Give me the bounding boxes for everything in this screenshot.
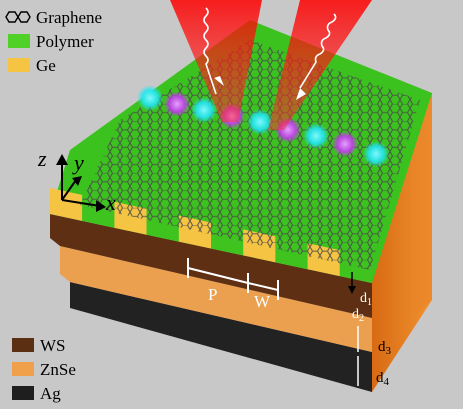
legend-label-ge: Ge bbox=[36, 56, 56, 75]
labels: z y x P W d1 d2 d3 d4 bbox=[37, 146, 392, 388]
dimension-label-d2: d2 bbox=[352, 307, 364, 324]
legend-top: Graphene Polymer Ge bbox=[5, 8, 102, 75]
legend-label-graphene: Graphene bbox=[36, 8, 102, 27]
wave-arrow-left bbox=[203, 7, 217, 95]
axes bbox=[56, 154, 106, 212]
laser-beam-right bbox=[268, 0, 372, 130]
polymer-swatch bbox=[8, 34, 30, 48]
ge-stripe bbox=[50, 188, 83, 221]
plasmon-spots bbox=[137, 85, 389, 167]
dimension-label-W: W bbox=[254, 292, 271, 311]
axis-label-x: x bbox=[105, 190, 116, 215]
dimension-label-d3: d3 bbox=[378, 339, 392, 357]
laser-beam-left bbox=[170, 0, 262, 122]
dimension-label-P: P bbox=[208, 285, 217, 304]
wave-arrow-right bbox=[299, 13, 337, 89]
dimension-label-d4: d4 bbox=[376, 370, 390, 388]
dimension-markers bbox=[187, 258, 359, 386]
znse-swatch bbox=[12, 362, 34, 376]
axis-label-y: y bbox=[72, 150, 84, 175]
laser-beams bbox=[170, 0, 372, 130]
dimension-label-d1: d1 bbox=[360, 291, 372, 308]
ws-layer bbox=[50, 214, 372, 318]
legend-label-ag: Ag bbox=[40, 384, 61, 403]
legend-label-znse: ZnSe bbox=[40, 360, 76, 379]
znse-layer bbox=[60, 246, 372, 352]
legend-label-ws: WS bbox=[40, 336, 66, 355]
legend-bottom: WS ZnSe Ag bbox=[12, 336, 76, 403]
ag-swatch bbox=[12, 386, 34, 400]
graphene-hexagon-icon bbox=[5, 11, 31, 23]
axis-label-z: z bbox=[37, 146, 47, 171]
graphene-sheet bbox=[80, 40, 420, 270]
ws-swatch bbox=[12, 338, 34, 352]
legend-label-polymer: Polymer bbox=[36, 32, 94, 51]
ge-swatch bbox=[8, 58, 30, 72]
layer-stack-front bbox=[50, 214, 372, 392]
ag-layer bbox=[70, 282, 372, 392]
